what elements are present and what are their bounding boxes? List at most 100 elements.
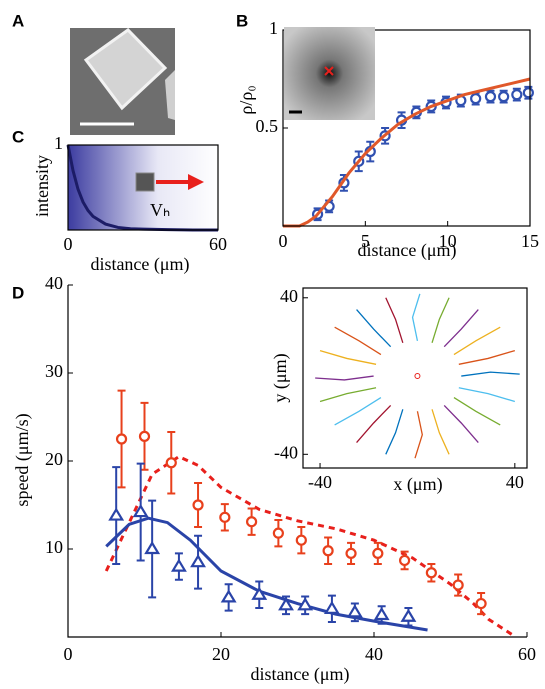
x-tick-label: 0 [64,234,73,254]
panel-label: A [12,11,24,30]
x-tick-label: 10 [439,231,457,251]
trajectory [443,309,479,348]
data-point [522,87,534,99]
data-point [346,604,363,618]
data-point [345,547,357,560]
x-tick-label: 40 [506,472,524,492]
data-point [138,430,151,442]
y-axis-label: intensity [32,155,52,217]
data-point [219,511,231,523]
data-point [399,554,411,567]
data-point [425,567,437,579]
data-point [108,507,125,521]
origin-marker [414,373,421,380]
x-tick-label: 0 [279,231,288,251]
data-point [295,534,307,546]
y-tick-label: 0.5 [256,116,279,136]
trajectory [458,349,516,365]
data-point [475,597,487,610]
y-axis-label: speed (μm/s) [12,413,33,506]
x-tick-label: 15 [521,231,539,251]
y-tick-label: 40 [280,286,298,306]
x-tick-label: 60 [518,644,536,664]
trajectory [414,411,423,459]
data-point [115,433,128,445]
overlay-layer: A B C D [12,11,375,302]
data-point [246,516,258,528]
data-point [373,606,390,621]
trajectory [411,293,421,341]
data-point [220,589,237,603]
x-axis-label: x (μm) [393,474,442,495]
y-tick-label: 20 [45,449,63,469]
trajectory [319,387,377,403]
data-point [498,91,510,103]
trajectory [319,349,377,365]
trajectory [443,404,479,443]
data-point [272,527,284,539]
x-axis-label: distance (μm) [90,254,189,275]
y-axis-label: y (μm) [270,353,291,402]
trajectory [453,326,501,356]
data-point [470,92,482,105]
data-point [484,91,497,103]
y-tick-label: 1 [54,133,63,153]
panel-label: B [236,11,248,30]
axes-box [302,287,528,469]
y-tick-label: 30 [45,361,63,381]
trajectory [385,297,404,343]
data-point [165,457,177,469]
main-layer: 0 5 10 15 0.5 1 distance (μm) ρ/ρ₀ 0 60 1 distance … [12,18,539,685]
inset-background [303,288,527,468]
trajectory [461,371,520,377]
x-tick-label: 60 [209,234,227,254]
data-point [251,586,268,600]
data-point [372,547,384,560]
data-point [323,600,340,614]
data-point [400,608,417,622]
panel-label: C [12,127,24,146]
x-tick-label: 0 [64,644,73,664]
y-tick-label: 10 [45,537,63,557]
x-axis-label: distance (μm) [250,664,349,685]
data-point [322,545,334,557]
x-tick-label: -40 [308,472,332,492]
data-point [511,89,523,101]
panel-label: D [12,283,24,302]
trajectory [356,404,392,443]
trajectory [334,326,382,356]
y-tick-label: -40 [274,442,298,462]
data-point [190,554,206,568]
trajectory [431,297,450,343]
trajectory [356,309,392,348]
data-point [132,503,149,518]
axes-box [282,29,531,227]
data-point [452,579,464,591]
particle-arrow [135,172,204,192]
inset-layer: -40 40 -40 40 x (μm) y (μm) [270,286,528,495]
trajectory [431,409,450,455]
data-point [144,540,161,555]
annotation: Vₕ [150,200,170,220]
data-point [278,597,294,611]
data-point [170,558,187,572]
x-axis-label: distance (μm) [357,240,456,261]
sem-image [70,28,175,135]
trajectory [315,375,374,381]
axes-lines [67,285,527,638]
inset-image [284,27,375,120]
y-tick-label: 40 [45,273,63,293]
y-axis-label: ρ/ρ₀ [236,85,256,114]
y-tick-label: 1 [269,18,278,38]
fit-line [283,77,531,228]
axes-box [67,144,219,231]
x-tick-label: 40 [365,644,383,664]
x-tick-label: 5 [361,231,370,251]
trajectory [453,397,501,426]
trajectory [458,387,516,403]
fit-line [104,454,513,636]
x-tick-label: 20 [212,644,230,664]
trajectory [385,409,404,455]
trajectory [334,397,382,426]
